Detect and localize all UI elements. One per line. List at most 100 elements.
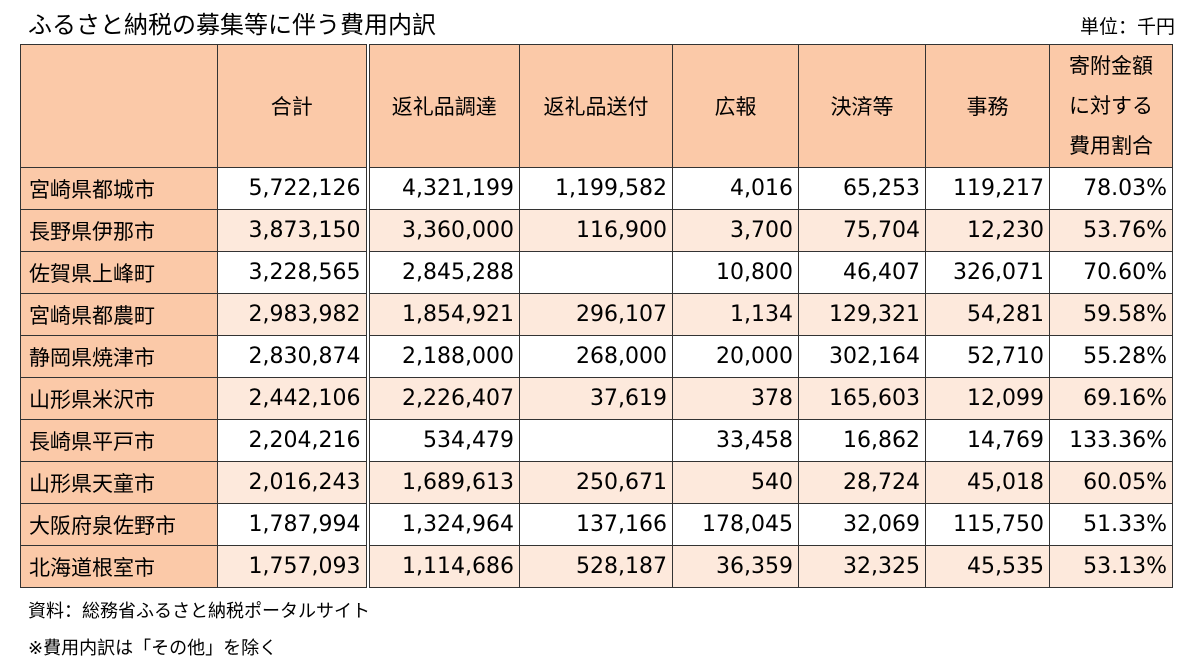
cell-gift-shipping: 268,000 [519,335,673,378]
row-municipality: 佐賀県上峰町 [20,251,218,294]
row-municipality: 山形県米沢市 [20,377,218,420]
cell-admin: 14,769 [925,419,1050,462]
cell-payment: 46,407 [798,251,926,294]
cell-advertising: 36,359 [672,545,799,588]
cell-cost-ratio: 59.58% [1049,293,1173,336]
cell-total: 1,757,093 [217,545,368,588]
cell-cost-ratio: 70.60% [1049,251,1173,294]
header-cost-ratio: 寄附金額 に対する 費用割合 [1049,44,1173,168]
cell-admin: 52,710 [925,335,1050,378]
cell-gift-shipping: 37,619 [519,377,673,420]
cell-gift-procurement: 4,321,199 [365,167,520,210]
cell-payment: 65,253 [798,167,926,210]
cell-gift-shipping [519,251,673,294]
cell-gift-shipping: 116,900 [519,209,673,252]
table-row: 宮崎県都農町 2,983,982 1,854,921 296,107 1,134… [20,293,1173,336]
cell-payment: 129,321 [798,293,926,336]
cell-advertising: 1,134 [672,293,799,336]
row-municipality: 北海道根室市 [20,545,218,588]
cell-gift-procurement: 1,854,921 [365,293,520,336]
cell-advertising: 540 [672,461,799,504]
unit-label: 単位：千円 [1079,16,1175,38]
cell-admin: 45,018 [925,461,1050,504]
cell-admin: 115,750 [925,503,1050,546]
table-row: 宮崎県都城市 5,722,126 4,321,199 1,199,582 4,0… [20,167,1173,210]
cell-gift-procurement: 2,188,000 [365,335,520,378]
table-row: 長野県伊那市 3,873,150 3,360,000 116,900 3,700… [20,209,1173,252]
cell-cost-ratio: 69.16% [1049,377,1173,420]
row-municipality: 宮崎県都農町 [20,293,218,336]
cell-total: 5,722,126 [217,167,368,210]
cost-breakdown-table: 合計 返礼品調達 返礼品送付 広報 決済等 事務 寄附金額 に対する 費用割合 … [20,44,1173,588]
cell-gift-procurement: 534,479 [365,419,520,462]
cell-payment: 32,325 [798,545,926,588]
cell-cost-ratio: 55.28% [1049,335,1173,378]
cell-gift-procurement: 1,324,964 [365,503,520,546]
cell-admin: 326,071 [925,251,1050,294]
cell-total: 2,016,243 [217,461,368,504]
cell-cost-ratio: 133.36% [1049,419,1173,462]
table-row: 静岡県焼津市 2,830,874 2,188,000 268,000 20,00… [20,335,1173,378]
header-cost-ratio-line1: 寄附金額 [1069,54,1153,78]
cell-admin: 54,281 [925,293,1050,336]
cell-admin: 45,535 [925,545,1050,588]
row-municipality: 山形県天童市 [20,461,218,504]
table-row: 山形県米沢市 2,442,106 2,226,407 37,619 378 16… [20,377,1173,420]
cell-gift-procurement: 2,845,288 [365,251,520,294]
cell-gift-procurement: 2,226,407 [365,377,520,420]
row-municipality: 宮崎県都城市 [20,167,218,210]
cell-payment: 302,164 [798,335,926,378]
header-gift-procurement: 返礼品調達 [365,44,520,168]
cell-gift-shipping: 250,671 [519,461,673,504]
row-municipality: 静岡県焼津市 [20,335,218,378]
cell-cost-ratio: 51.33% [1049,503,1173,546]
source-note: 資料：総務省ふるさと納税ポータルサイト [28,601,370,622]
row-municipality: 長崎県平戸市 [20,419,218,462]
cell-gift-shipping: 1,199,582 [519,167,673,210]
cell-gift-shipping: 528,187 [519,545,673,588]
cell-advertising: 20,000 [672,335,799,378]
table-row: 北海道根室市 1,757,093 1,114,686 528,187 36,35… [20,545,1173,588]
cell-cost-ratio: 78.03% [1049,167,1173,210]
cell-gift-procurement: 1,689,613 [365,461,520,504]
cell-total: 1,787,994 [217,503,368,546]
page-title: ふるさと納税の募集等に伴う費用内訳 [28,11,436,39]
cell-total: 2,204,216 [217,419,368,462]
cell-gift-shipping: 137,166 [519,503,673,546]
cell-admin: 119,217 [925,167,1050,210]
header-cost-ratio-line2: に対する [1069,94,1153,118]
cell-payment: 28,724 [798,461,926,504]
cell-advertising: 378 [672,377,799,420]
cell-total: 2,442,106 [217,377,368,420]
table-row: 佐賀県上峰町 3,228,565 2,845,288 10,800 46,407… [20,251,1173,294]
cell-advertising: 178,045 [672,503,799,546]
cell-gift-shipping [519,419,673,462]
header-gift-shipping: 返礼品送付 [519,44,673,168]
cell-gift-shipping: 296,107 [519,293,673,336]
table-row: 大阪府泉佐野市 1,787,994 1,324,964 137,166 178,… [20,503,1173,546]
cell-cost-ratio: 60.05% [1049,461,1173,504]
cell-gift-procurement: 3,360,000 [365,209,520,252]
header-admin: 事務 [925,44,1050,168]
cell-admin: 12,230 [925,209,1050,252]
cell-total: 2,983,982 [217,293,368,336]
cell-total: 2,830,874 [217,335,368,378]
header-total: 合計 [217,44,368,168]
header-row: 合計 返礼品調達 返礼品送付 広報 決済等 事務 寄附金額 に対する 費用割合 [20,44,1173,168]
cell-total: 3,873,150 [217,209,368,252]
cell-payment: 75,704 [798,209,926,252]
cell-advertising: 4,016 [672,167,799,210]
exclusion-note: ※費用内訳は「その他」を除く [28,638,278,659]
cell-payment: 165,603 [798,377,926,420]
cell-advertising: 3,700 [672,209,799,252]
table-row: 長崎県平戸市 2,204,216 534,479 33,458 16,862 1… [20,419,1173,462]
cell-cost-ratio: 53.13% [1049,545,1173,588]
cell-payment: 32,069 [798,503,926,546]
header-cost-ratio-line3: 費用割合 [1069,134,1153,158]
row-municipality: 長野県伊那市 [20,209,218,252]
cell-admin: 12,099 [925,377,1050,420]
row-municipality: 大阪府泉佐野市 [20,503,218,546]
cell-gift-procurement: 1,114,686 [365,545,520,588]
cell-total: 3,228,565 [217,251,368,294]
